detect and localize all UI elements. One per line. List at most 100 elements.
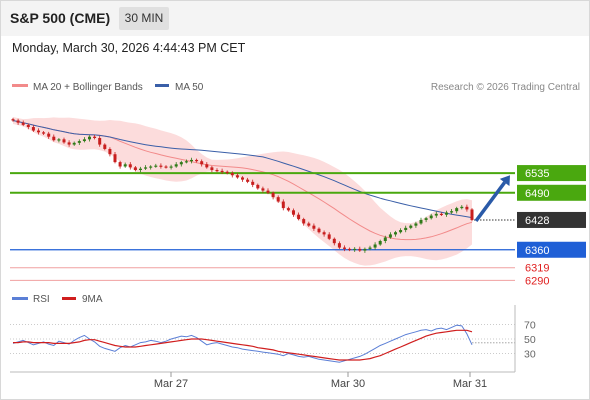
rsi-ma-legend-label: 9MA: [82, 294, 103, 305]
candle: [424, 216, 428, 223]
candle: [118, 160, 122, 169]
candle: [292, 208, 295, 217]
candle: [210, 166, 214, 173]
candle: [450, 209, 454, 214]
candle: [88, 135, 91, 142]
candle: [363, 247, 367, 253]
candle: [77, 139, 81, 146]
candle: [465, 204, 469, 212]
candle: [174, 162, 178, 168]
candle: [445, 210, 448, 217]
level-resistance-6535: 6535: [10, 165, 586, 182]
candle: [220, 168, 224, 174]
candle: [215, 168, 219, 173]
candle: [256, 183, 260, 190]
candle: [271, 191, 275, 200]
candle: [251, 179, 255, 188]
candle: [414, 221, 418, 228]
candle: [266, 188, 270, 195]
candle: [348, 247, 352, 252]
level-current-6428: 6428: [474, 211, 586, 228]
candle: [31, 125, 35, 132]
candle: [358, 246, 362, 252]
candle: [123, 162, 127, 168]
candle: [42, 131, 46, 135]
level-support-6360: 6360: [10, 241, 586, 258]
candle: [164, 165, 168, 169]
candle: [302, 217, 306, 226]
candle: [261, 186, 265, 193]
candle: [149, 165, 153, 170]
top-bar: [0, 0, 590, 36]
candle: [113, 152, 117, 164]
candle: [128, 162, 132, 170]
forecast-arrow-icon: [474, 175, 510, 222]
candle: [399, 228, 403, 234]
rsi-line: [12, 324, 473, 363]
candle: [139, 166, 142, 173]
candle: [419, 217, 423, 225]
candle: [11, 117, 15, 122]
candle: [327, 232, 331, 241]
rsi-legend-swatch: [12, 297, 28, 300]
candle: [394, 230, 397, 237]
candle: [205, 162, 209, 169]
candle: [404, 225, 408, 233]
candle: [37, 128, 40, 135]
level-tag: [517, 211, 586, 228]
rsi-tick-label: 30: [524, 349, 536, 361]
level-label: 6535: [525, 168, 549, 180]
candle: [103, 143, 107, 151]
candle: [108, 147, 112, 157]
candle: [235, 173, 239, 179]
candle: [246, 177, 250, 184]
candle: [455, 206, 459, 214]
x-tick-label: Mar 31: [453, 378, 487, 390]
candle: [281, 199, 285, 211]
candle: [98, 135, 102, 147]
candle: [460, 205, 464, 210]
candle: [286, 206, 290, 212]
candle: [72, 141, 76, 146]
x-tick-label: Mar 30: [331, 378, 365, 390]
candle: [154, 163, 158, 168]
ma50-legend-swatch: [155, 84, 169, 87]
candle: [353, 247, 357, 252]
candle: [470, 208, 474, 222]
level-target-6319: 6319: [10, 263, 549, 275]
candle: [26, 123, 30, 130]
candle: [16, 118, 20, 125]
candle: [322, 230, 326, 237]
timeframe-button[interactable]: 30 MIN: [119, 7, 169, 30]
rsi-tick-label: 50: [524, 334, 536, 346]
candle: [179, 160, 183, 167]
candle: [276, 195, 280, 203]
ma50-line: [12, 120, 473, 219]
rsi-legend-label: RSI: [33, 294, 50, 305]
candle: [343, 245, 346, 252]
candle: [230, 171, 234, 178]
candle: [57, 138, 61, 143]
candle: [332, 237, 336, 246]
credit-text: Research © 2026 Trading Central: [431, 82, 580, 93]
candle: [67, 140, 71, 147]
level-tag: [517, 241, 586, 258]
candle: [62, 137, 66, 144]
candle: [429, 213, 433, 220]
candle: [93, 134, 97, 140]
candle: [317, 227, 321, 234]
instrument-title: S&P 500 (CME): [10, 10, 111, 26]
candle: [337, 241, 341, 249]
candle: [144, 165, 148, 170]
rsi-tick-label: 70: [524, 320, 536, 332]
level-label: 6490: [525, 188, 549, 200]
level-tag: [517, 165, 586, 182]
chart-datetime: Monday, March 30, 2026 4:44:43 PM CET: [12, 41, 246, 55]
candle: [388, 232, 392, 239]
candle: [169, 164, 173, 170]
x-tick-label: Mar 27: [154, 378, 188, 390]
candle: [200, 159, 204, 167]
candle: [368, 245, 372, 251]
candle: [241, 176, 244, 182]
